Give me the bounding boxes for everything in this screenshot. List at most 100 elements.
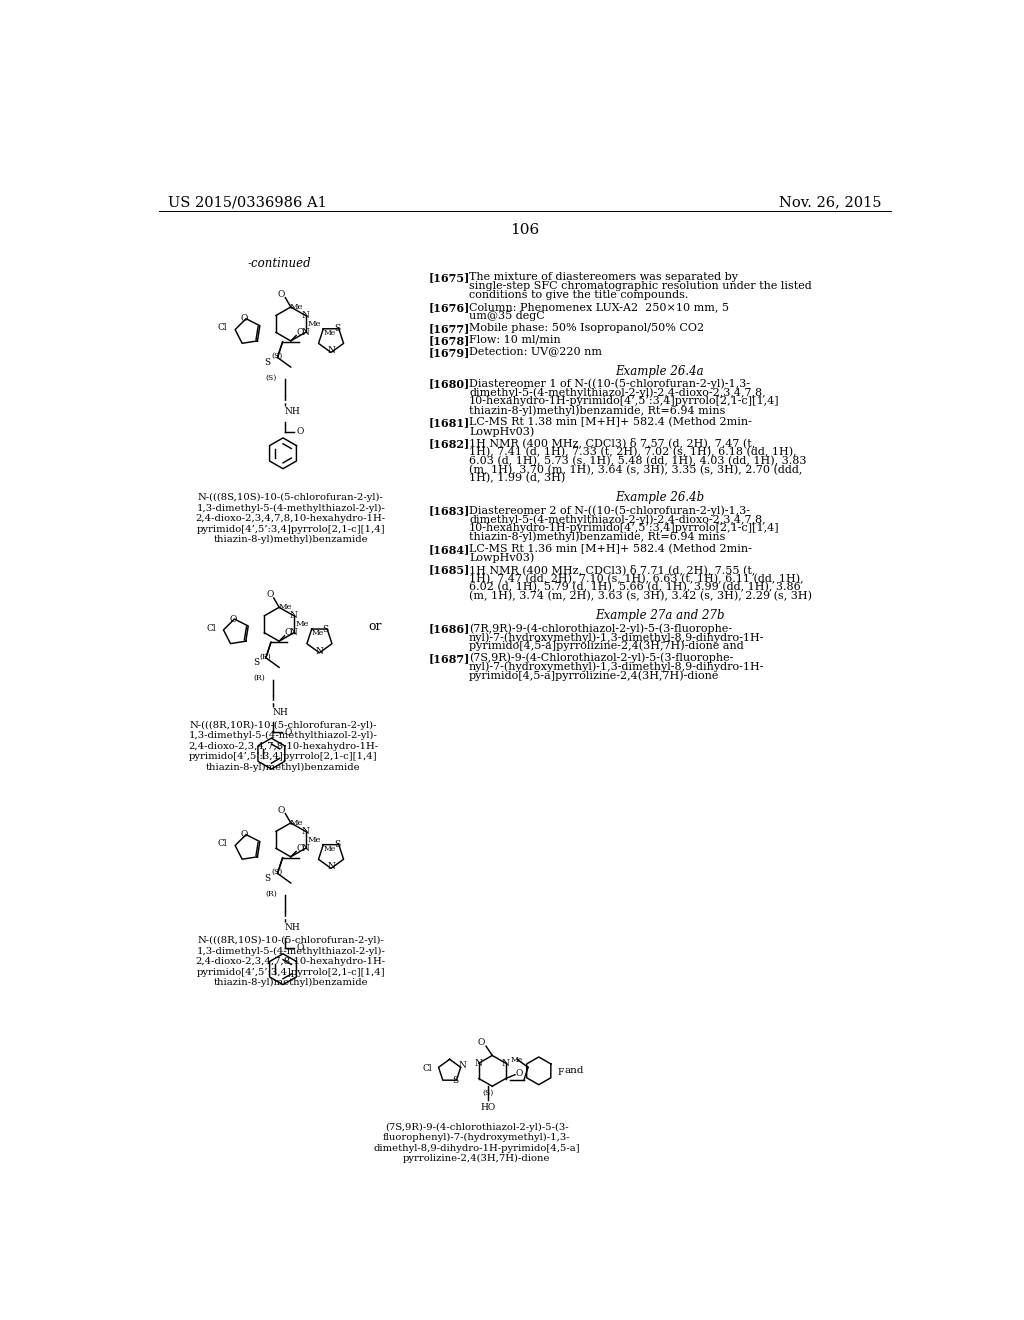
Text: (S): (S) [271,869,283,876]
Text: and: and [564,1067,584,1076]
Text: O: O [229,615,237,623]
Text: O: O [241,830,248,840]
Text: Diastereomer 2 of N-((10-(5-chlorofuran-2-yl)-1,3-: Diastereomer 2 of N-((10-(5-chlorofuran-… [469,506,750,516]
Text: N-(((8R,10R)-10-(5-chlorofuran-2-yl)-
1,3-dimethyl-5-(4-methylthiazol-2-yl)-
2,4: N-(((8R,10R)-10-(5-chlorofuran-2-yl)- 1,… [188,721,378,771]
Text: 6.02 (d, 1H), 5.79 (d, 1H), 5.66 (d, 1H), 3.99 (dd, 1H), 3.86: 6.02 (d, 1H), 5.79 (d, 1H), 5.66 (d, 1H)… [469,582,801,593]
Text: 1H NMR (400 MHz, CDCl3) δ 7.57 (d, 2H), 7.47 (t,: 1H NMR (400 MHz, CDCl3) δ 7.57 (d, 2H), … [469,438,756,449]
Text: N-(((8S,10S)-10-(5-chlorofuran-2-yl)-
1,3-dimethyl-5-(4-methylthiazol-2-yl)-
2,4: N-(((8S,10S)-10-(5-chlorofuran-2-yl)- 1,… [196,494,386,544]
Text: [1681]: [1681] [429,417,470,428]
Text: O: O [296,327,304,337]
Text: O: O [296,944,304,952]
Text: [1675]: [1675] [429,272,470,284]
Text: O: O [296,843,304,853]
Text: LC-MS Rt 1.36 min [M+H]+ 582.4 (Method 2min-: LC-MS Rt 1.36 min [M+H]+ 582.4 (Method 2… [469,544,752,554]
Text: F: F [557,1068,563,1077]
Text: Cl: Cl [218,323,227,333]
Text: Example 27a and 27b: Example 27a and 27b [595,610,724,622]
Text: (m, 1H), 3.74 (m, 2H), 3.63 (s, 3H), 3.42 (s, 3H), 2.29 (s, 3H): (m, 1H), 3.74 (m, 2H), 3.63 (s, 3H), 3.4… [469,591,812,602]
Text: US 2015/0336986 A1: US 2015/0336986 A1 [168,195,327,210]
Text: N: N [459,1061,466,1071]
Text: N: N [302,843,309,853]
Text: [1682]: [1682] [429,438,470,449]
Text: The mixture of diastereomers was separated by: The mixture of diastereomers was separat… [469,272,738,282]
Text: N: N [302,312,309,319]
Text: Mobile phase: 50% Isopropanol/50% CO2: Mobile phase: 50% Isopropanol/50% CO2 [469,323,705,333]
Text: [1686]: [1686] [429,623,470,634]
Text: (S): (S) [482,1089,494,1097]
Text: 10-hexahydro-1H-pyrimido[4’,5’:3,4]pyrrolo[2,1-c][1,4]: 10-hexahydro-1H-pyrimido[4’,5’:3,4]pyrro… [469,396,779,407]
Text: (R): (R) [259,652,271,660]
Text: N: N [327,346,335,355]
Text: N: N [315,647,324,656]
Text: O: O [296,428,304,436]
Text: S: S [334,840,340,849]
Text: S: S [264,358,270,367]
Text: [1677]: [1677] [429,323,470,334]
Text: S: S [452,1076,458,1085]
Text: Cl: Cl [218,840,227,849]
Text: Me: Me [307,319,322,327]
Text: [1685]: [1685] [429,565,470,576]
Text: pyrimido[4,5-a]pyrrolizine-2,4(3H,7H)-dione and: pyrimido[4,5-a]pyrrolizine-2,4(3H,7H)-di… [469,640,743,651]
Text: conditions to give the title compounds.: conditions to give the title compounds. [469,290,688,300]
Text: S: S [264,874,270,883]
Text: Flow: 10 ml/min: Flow: 10 ml/min [469,335,561,345]
Text: Me: Me [307,836,322,843]
Text: 1H), 7.41 (d, 1H), 7.33 (t, 2H), 7.02 (s, 1H), 6.18 (dd, 1H),: 1H), 7.41 (d, 1H), 7.33 (t, 2H), 7.02 (s… [469,446,797,457]
Text: LC-MS Rt 1.38 min [M+H]+ 582.4 (Method 2min-: LC-MS Rt 1.38 min [M+H]+ 582.4 (Method 2… [469,417,752,428]
Text: 1H), 7.47 (dd, 2H), 7.10 (s, 1H), 6.63 (t, 1H), 6.11 (dd, 1H),: 1H), 7.47 (dd, 2H), 7.10 (s, 1H), 6.63 (… [469,573,804,583]
Text: (m, 1H), 3.70 (m, 1H), 3.64 (s, 3H), 3.35 (s, 3H), 2.70 (ddd,: (m, 1H), 3.70 (m, 1H), 3.64 (s, 3H), 3.3… [469,465,803,475]
Text: thiazin-8-yl)methyl)benzamide, Rt=6.94 mins: thiazin-8-yl)methyl)benzamide, Rt=6.94 m… [469,405,725,416]
Text: nyl)-7-(hydroxymethyl)-1,3-dimethyl-8,9-dihydro-1H-: nyl)-7-(hydroxymethyl)-1,3-dimethyl-8,9-… [469,632,765,643]
Text: Cl: Cl [422,1064,432,1073]
Text: O: O [478,1038,485,1047]
Text: [1687]: [1687] [429,653,470,664]
Text: 10-hexahydro-1H-pyrimido[4’,5’:3,4]pyrrolo[2,1-c][1,4]: 10-hexahydro-1H-pyrimido[4’,5’:3,4]pyrro… [469,523,779,533]
Text: O: O [241,314,248,323]
Text: [1679]: [1679] [429,347,470,358]
Text: N: N [475,1059,482,1068]
Text: S: S [253,659,259,667]
Text: dimethyl-5-(4-methylthiazol-2-yl)-2,4-dioxo-2,3,4,7,8,: dimethyl-5-(4-methylthiazol-2-yl)-2,4-di… [469,388,766,399]
Text: single-step SFC chromatographic resolution under the listed: single-step SFC chromatographic resoluti… [469,281,812,292]
Text: NH: NH [285,923,300,932]
Text: LowpHv03): LowpHv03) [469,553,535,564]
Text: NH: NH [285,408,300,416]
Text: [1676]: [1676] [429,302,470,313]
Text: (R): (R) [254,675,265,682]
Text: N: N [327,862,335,871]
Text: LowpHv03): LowpHv03) [469,426,535,437]
Text: 6.03 (d, 1H), 5.73 (s, 1H), 5.48 (dd, 1H), 4.03 (dd, 1H), 3.83: 6.03 (d, 1H), 5.73 (s, 1H), 5.48 (dd, 1H… [469,455,807,466]
Text: Example 26.4b: Example 26.4b [615,491,705,504]
Text: Me: Me [324,329,336,337]
Text: or: or [369,620,382,634]
Text: 106: 106 [510,223,540,238]
Text: O: O [278,290,285,300]
Text: [1683]: [1683] [429,506,470,516]
Text: O: O [266,590,273,599]
Text: Me: Me [290,302,303,310]
Text: Column: Phenomenex LUX-A2  250×10 mm, 5: Column: Phenomenex LUX-A2 250×10 mm, 5 [469,302,729,312]
Text: HO: HO [480,1102,496,1111]
Text: S: S [323,624,329,634]
Text: [1680]: [1680] [429,379,470,389]
Text: (R): (R) [265,890,278,898]
Text: Example 26.4a: Example 26.4a [615,364,703,378]
Text: N-(((8R,10S)-10-(5-chlorofuran-2-yl)-
1,3-dimethyl-5-(4-methylthiazol-2-yl)-
2,4: N-(((8R,10S)-10-(5-chlorofuran-2-yl)- 1,… [196,936,386,987]
Text: Me: Me [311,628,324,638]
Text: Me: Me [510,1056,522,1064]
Text: Nov. 26, 2015: Nov. 26, 2015 [779,195,882,210]
Text: N: N [290,611,298,620]
Text: S: S [334,325,340,333]
Text: dimethyl-5-(4-methylthiazol-2-yl)-2,4-dioxo-2,3,4,7,8,: dimethyl-5-(4-methylthiazol-2-yl)-2,4-di… [469,515,766,525]
Text: Diastereomer 1 of N-((10-(5-chlorofuran-2-yl)-1,3-: Diastereomer 1 of N-((10-(5-chlorofuran-… [469,379,750,389]
Text: -continued: -continued [248,257,311,271]
Text: N: N [290,628,298,638]
Text: 1H), 1.99 (d, 3H): 1H), 1.99 (d, 3H) [469,474,565,483]
Text: [1684]: [1684] [429,544,470,554]
Text: thiazin-8-yl)methyl)benzamide, Rt=6.94 mins: thiazin-8-yl)methyl)benzamide, Rt=6.94 m… [469,532,725,543]
Text: um@35 degC: um@35 degC [469,312,545,321]
Text: [1678]: [1678] [429,335,470,346]
Text: nyl)-7-(hydroxymethyl)-1,3-dimethyl-8,9-dihydro-1H-: nyl)-7-(hydroxymethyl)-1,3-dimethyl-8,9-… [469,661,765,672]
Text: N: N [302,327,309,337]
